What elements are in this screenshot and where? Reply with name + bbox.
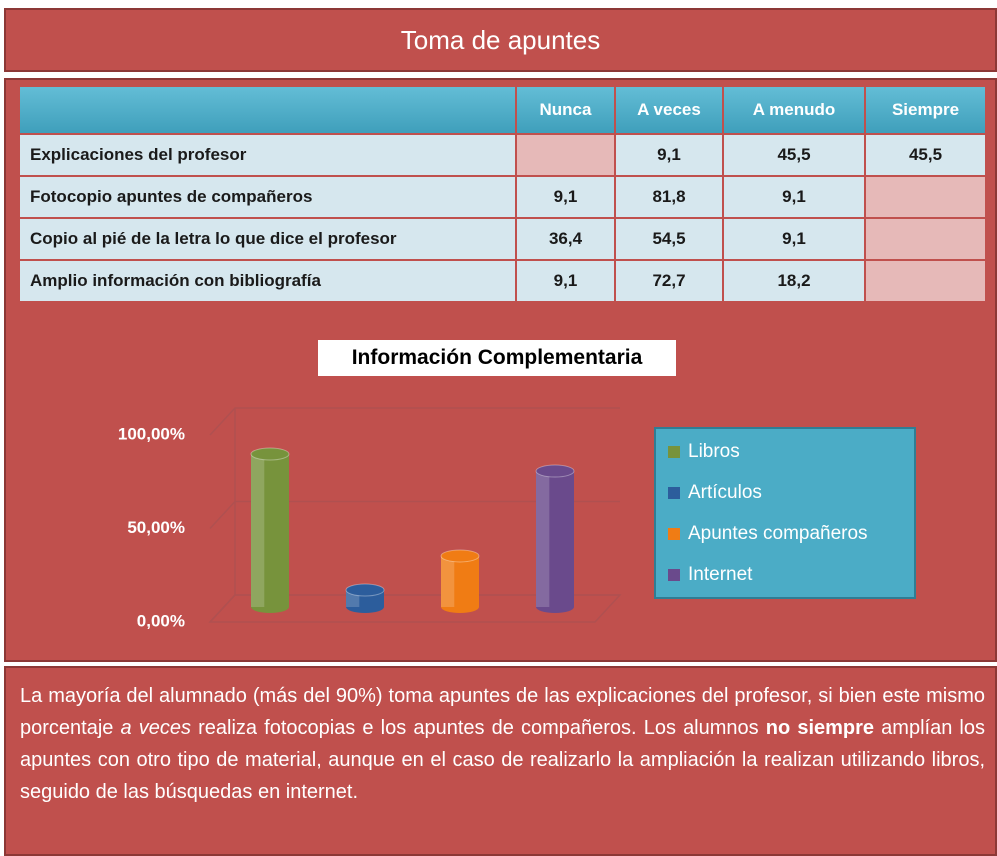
bar	[441, 555, 479, 607]
cell: 72,7	[616, 261, 722, 301]
y-tick-label: 100,00%	[118, 424, 185, 443]
header-cell: A menudo	[724, 87, 864, 133]
cell: 54,5	[616, 219, 722, 259]
title: Toma de apuntes	[400, 25, 601, 55]
header-cell: Siempre	[866, 87, 985, 133]
paragraph: La mayoría del alumnado (más del 90%) to…	[20, 680, 985, 808]
cell: 9,1	[616, 135, 722, 175]
table: Nunca A veces A menudo Siempre Explicaciones…	[18, 85, 987, 303]
legend-label: Apuntes compañeros	[688, 523, 868, 544]
cell: Copio al pié de la letra lo que dice el …	[20, 219, 515, 259]
legend-label: Libros	[688, 441, 740, 462]
row: Explicaciones del profesor 9,1 45,5 45,5	[20, 135, 985, 175]
cell: 45,5	[724, 135, 864, 175]
y-tick-label: 50,00%	[127, 518, 185, 537]
bar-top	[250, 447, 290, 461]
header-cell: A veces	[616, 87, 722, 133]
legend-swatch	[668, 446, 680, 458]
cell: 9,1	[724, 219, 864, 259]
cell: 45,5	[866, 135, 985, 175]
legend-swatch	[668, 528, 680, 540]
y-tick-label: 0,00%	[137, 611, 185, 630]
legend-label: Internet	[688, 564, 753, 585]
chart-title: Información Complementaria	[318, 340, 676, 376]
cell: 9,1	[724, 177, 864, 217]
legend-swatch	[668, 569, 680, 581]
bar-shade	[536, 471, 550, 607]
text-run: amplían los apuntes con otro tipo de mat…	[20, 717, 985, 803]
cell: 18,2	[724, 261, 864, 301]
bar-shade	[251, 454, 265, 607]
cell: Amplio información con bibliografía	[20, 261, 515, 301]
bar-top	[440, 549, 480, 563]
header: Toma de apuntes	[4, 8, 997, 72]
text-run: realiza fotocopias e los apuntes de comp…	[191, 717, 766, 739]
legend-swatch	[668, 487, 680, 499]
legend-label: Artículos	[688, 482, 762, 503]
cell	[517, 135, 614, 175]
grid-line	[209, 407, 620, 436]
cell: Explicaciones del profesor	[20, 135, 515, 175]
cell	[866, 219, 985, 259]
bar	[536, 471, 574, 607]
text-run: a veces	[120, 717, 191, 739]
text-panel: La mayoría del alumnado (más del 90%) to…	[4, 666, 997, 856]
legend-box	[654, 427, 916, 599]
bar-shade	[441, 555, 455, 607]
bar	[251, 454, 289, 607]
cell: 9,1	[517, 261, 614, 301]
cell: 81,8	[616, 177, 722, 217]
header-cell	[20, 87, 515, 133]
cell	[866, 261, 985, 301]
header-row: Nunca A veces A menudo Siempre	[20, 87, 985, 133]
row: Fotocopio apuntes de compañeros 9,1 81,8 9,…	[20, 177, 985, 217]
cell: 9,1	[517, 177, 614, 217]
floor	[208, 594, 622, 623]
cell	[866, 177, 985, 217]
row: Copio al pié de la letra lo que dice el …	[20, 219, 985, 259]
cell: 36,4	[517, 219, 614, 259]
row: Amplio información con bibliografía 9,1 72…	[20, 261, 985, 301]
cell: Fotocopio apuntes de compañeros	[20, 177, 515, 217]
text-run: no siempre	[765, 717, 875, 739]
header-cell: Nunca	[517, 87, 614, 133]
text-run: La mayoría del alumnado (más del 90%) to…	[20, 685, 985, 739]
bar-top	[535, 464, 575, 478]
bar-top	[345, 583, 385, 597]
